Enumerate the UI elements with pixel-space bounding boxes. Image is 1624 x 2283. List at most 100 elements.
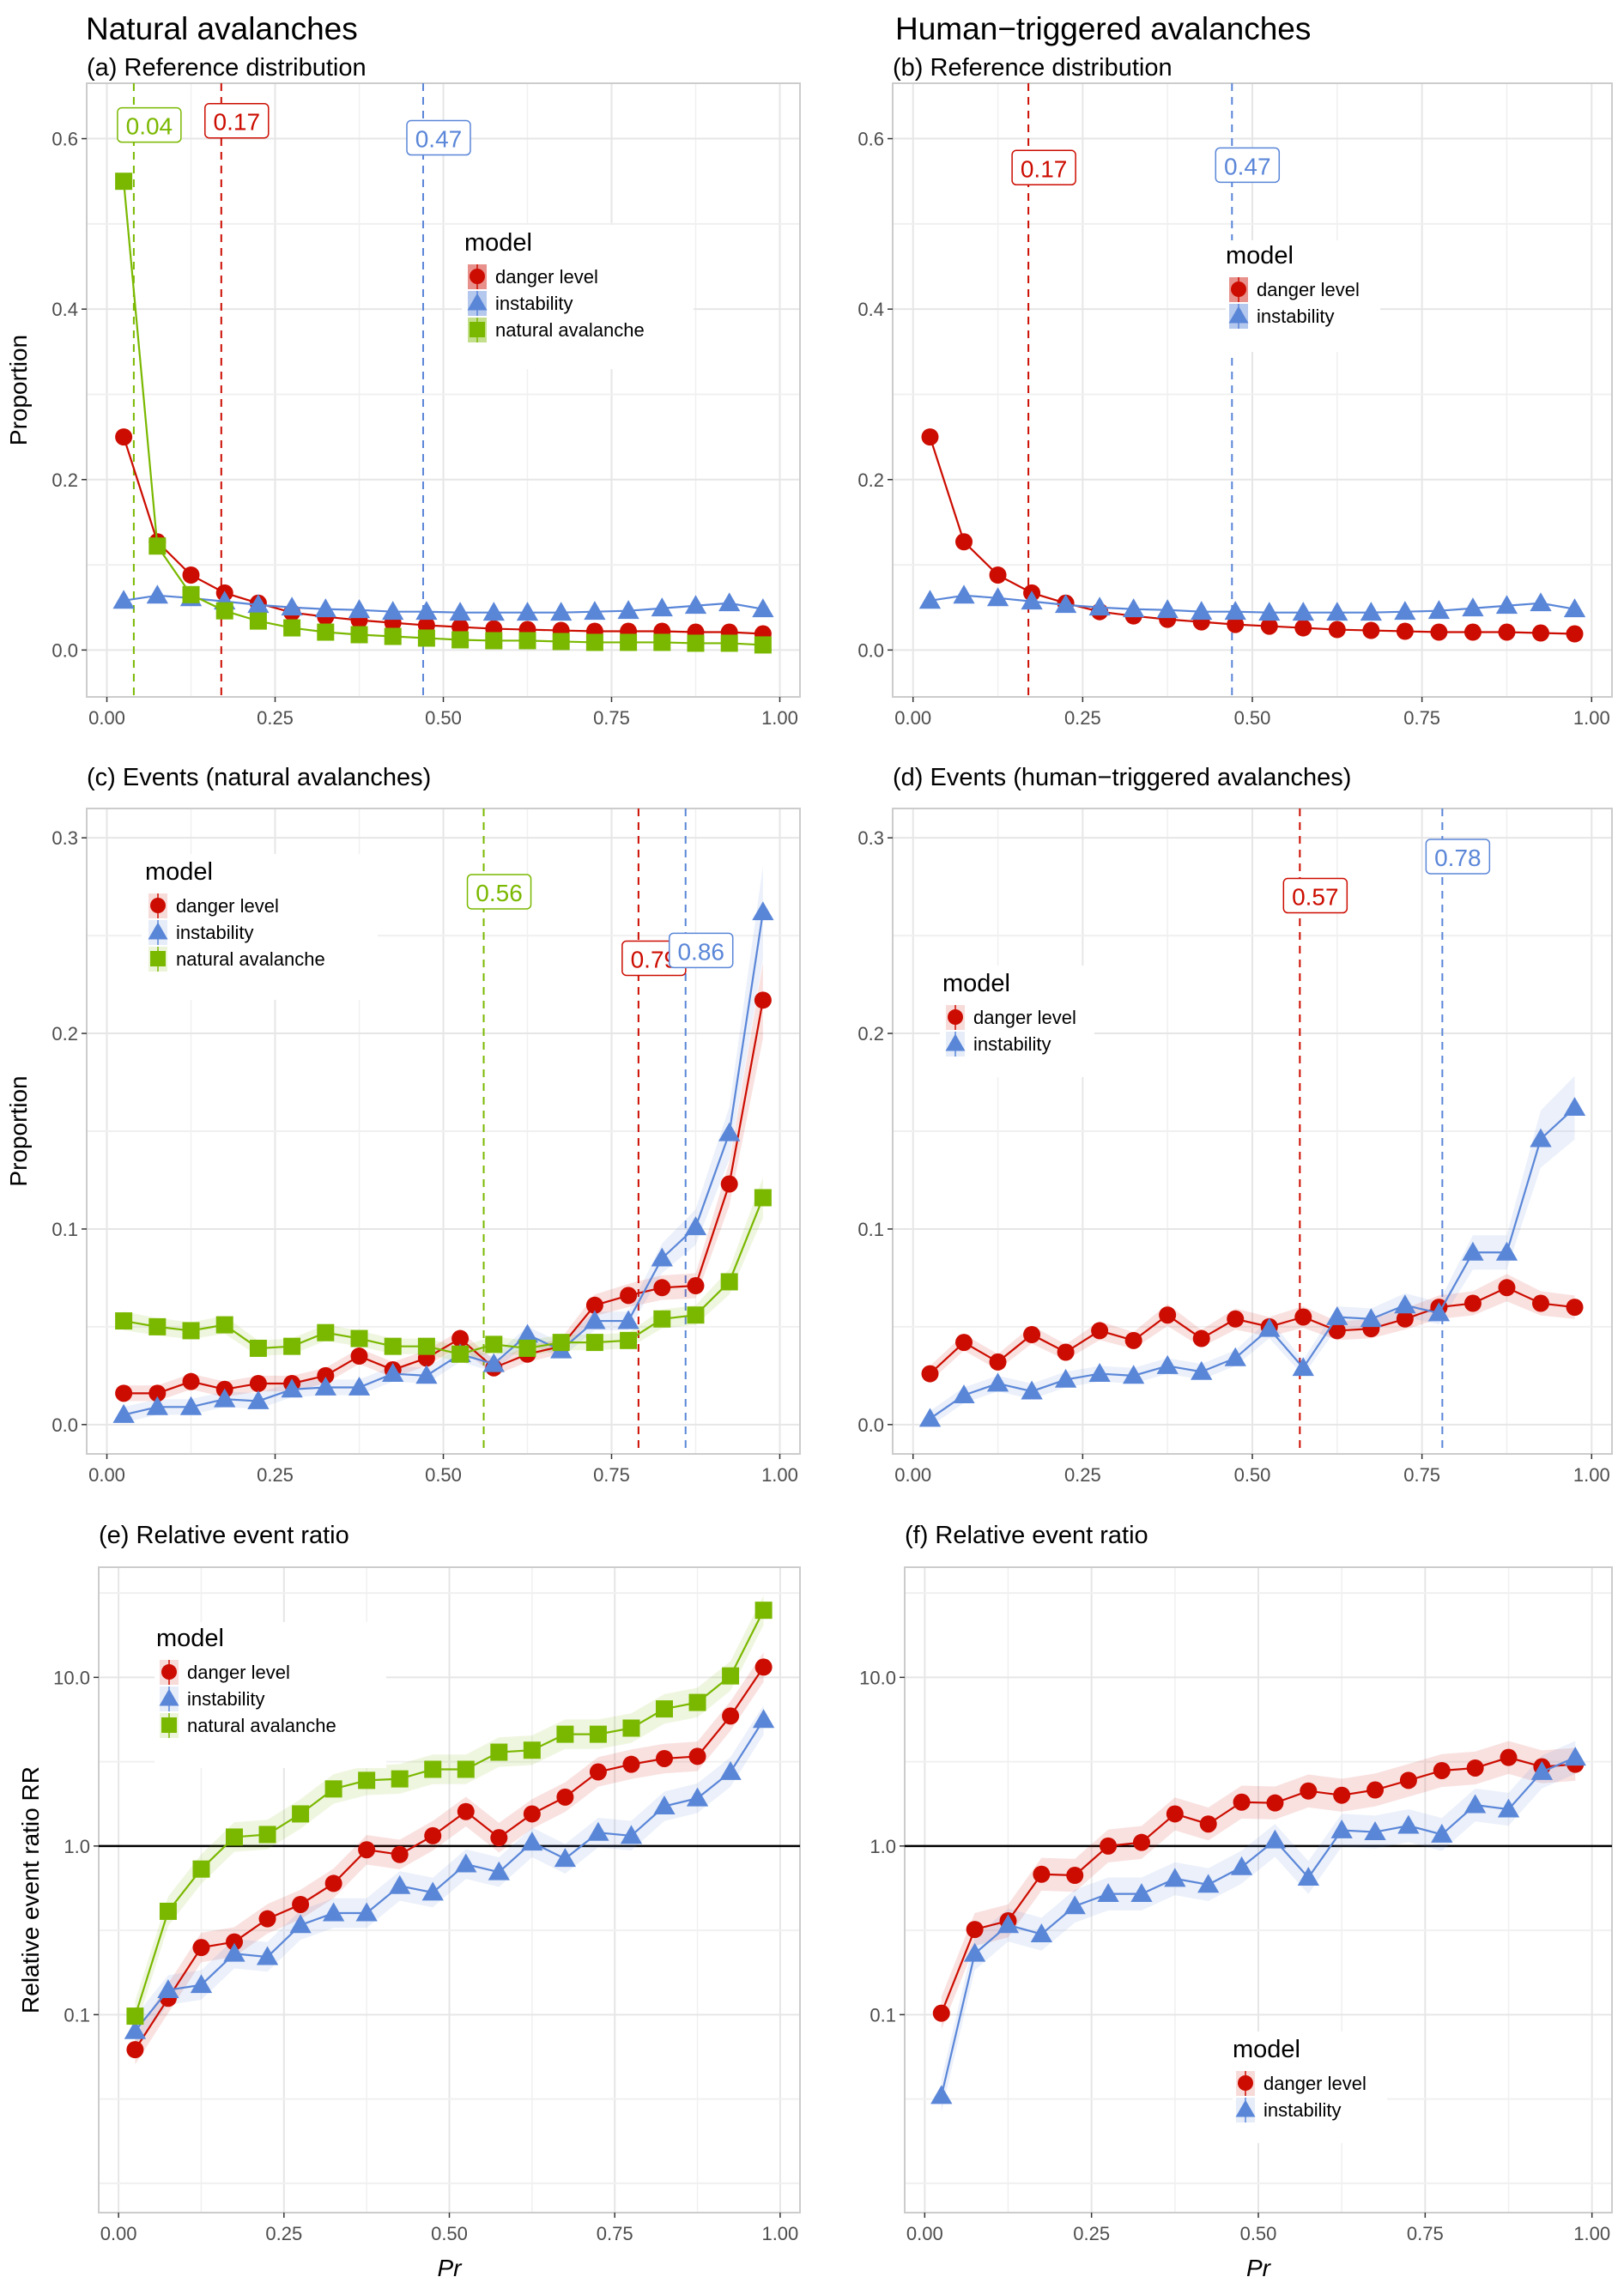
data-point [1023, 1325, 1041, 1343]
y-tick-label: 0.2 [857, 1023, 884, 1045]
data-point [622, 1719, 640, 1737]
legend-title: model [156, 1625, 224, 1652]
data-point [1192, 1329, 1210, 1347]
data-point [1397, 1814, 1420, 1834]
data-point [720, 1175, 738, 1193]
data-point [516, 602, 539, 621]
data-point [921, 428, 939, 446]
y-tick-label: 0.2 [52, 469, 78, 491]
data-point [986, 587, 1009, 607]
data-point [1326, 602, 1348, 621]
data-point [585, 1296, 603, 1314]
data-point [1263, 1829, 1287, 1849]
data-point [1433, 1761, 1451, 1779]
threshold-label-box [1425, 839, 1491, 875]
data-point [1191, 601, 1213, 621]
data-point [622, 1755, 640, 1773]
x-tick-label: 0.00 [100, 2223, 137, 2244]
data-point [754, 636, 772, 654]
legend-background [142, 854, 378, 1000]
x-axis-title: Pr [1246, 2255, 1272, 2281]
data-point [585, 633, 603, 651]
data-point [1123, 598, 1145, 618]
data-point [1100, 1837, 1118, 1855]
data-point [1360, 602, 1382, 621]
data-point [148, 1384, 167, 1402]
data-point [115, 428, 133, 446]
y-axis-title: Proportion [5, 335, 32, 445]
x-tick-label: 0.00 [894, 1464, 931, 1486]
y-tick-label: 0.1 [857, 1219, 884, 1240]
data-point [1294, 619, 1312, 637]
legend-key-circle-icon [150, 898, 166, 913]
legend-background [462, 225, 694, 369]
legend: model danger level instability [940, 966, 1094, 1077]
data-point [1463, 1294, 1482, 1312]
x-tick-label: 0.25 [1064, 707, 1101, 729]
x-tick-label: 0.25 [265, 2223, 302, 2244]
data-point [485, 632, 503, 650]
threshold-label-text: 0.86 [677, 938, 724, 965]
data-point [289, 1914, 312, 1934]
data-point [1088, 596, 1111, 616]
legend: model danger level instability natural aval… [155, 1622, 386, 1768]
data-point [1531, 624, 1549, 642]
data-point [1227, 1310, 1245, 1328]
legend-label: danger level [187, 1662, 290, 1683]
data-point [215, 1316, 233, 1334]
data-point [1495, 1241, 1518, 1261]
data-point [283, 1337, 301, 1355]
panel-a: (a) Reference distribution 0.0 0.2 0.4 0.6 0.… [5, 54, 801, 729]
data-point [1427, 600, 1451, 620]
data-point [1563, 598, 1586, 618]
data-point [281, 1378, 303, 1398]
y-axis-title: Relative event ratio RR [17, 1766, 44, 2014]
data-point [620, 1825, 643, 1844]
legend-background [155, 1622, 386, 1768]
x-tick-label: 1.00 [1573, 707, 1610, 729]
threshold-label-text: 0.04 [126, 113, 173, 140]
y-tick-label: 0.2 [52, 1023, 78, 1045]
legend-label: natural avalanche [495, 319, 645, 341]
x-tick-label: 1.00 [761, 2223, 798, 2244]
data-point [482, 1353, 505, 1372]
data-point [391, 1770, 409, 1788]
data-point [997, 1914, 1020, 1934]
data-point [146, 584, 168, 604]
data-point [655, 1749, 673, 1767]
data-point [1563, 1097, 1586, 1117]
data-point [1033, 1865, 1051, 1883]
data-point [1399, 1771, 1417, 1789]
data-point [146, 1396, 168, 1415]
data-point [424, 1826, 442, 1844]
legend-title: model [942, 970, 1010, 997]
threshold-label: 0.78 [1425, 839, 1491, 875]
data-point [451, 1329, 470, 1347]
threshold-label: 0.04 [117, 106, 182, 143]
data-point [1159, 1306, 1177, 1324]
y-tick-label: 0.6 [52, 129, 78, 150]
data-point [1258, 602, 1281, 621]
data-point [148, 537, 167, 555]
y-tick-label: 0.3 [857, 827, 884, 849]
data-point [1164, 1868, 1186, 1887]
data-point [1498, 1279, 1516, 1297]
data-point [451, 1345, 470, 1363]
legend-key-circle-icon [161, 1664, 177, 1680]
data-point [1430, 623, 1448, 641]
data-point [963, 1942, 986, 1962]
data-point [1294, 1308, 1312, 1326]
x-tick-label: 0.50 [425, 1464, 462, 1486]
data-point [754, 1658, 773, 1676]
data-point [249, 1374, 267, 1392]
data-point [584, 601, 606, 621]
threshold-label-text: 0.17 [1021, 155, 1068, 182]
legend-background [940, 966, 1094, 1077]
x-tick-label: 0.75 [593, 1464, 630, 1486]
data-point [384, 627, 402, 645]
legend-key-circle-icon [1238, 2075, 1253, 2091]
data-point [754, 1189, 772, 1207]
data-point [1566, 625, 1584, 643]
data-point [247, 594, 270, 614]
